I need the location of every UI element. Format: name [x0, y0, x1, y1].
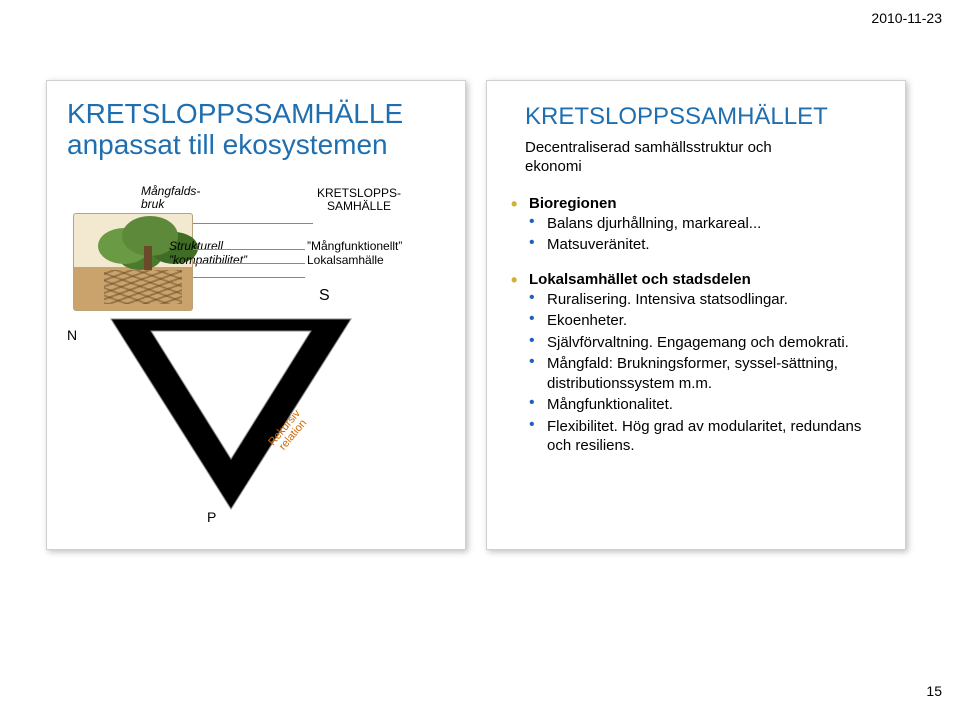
- page-number: 15: [926, 683, 942, 699]
- label-mangfunktionellt: ”Mångfunktionellt” Lokalsamhälle: [307, 239, 402, 268]
- subtitle-l2: ekonomi: [525, 158, 582, 175]
- label-mangfaldsbruk: Mångfalds- bruk: [141, 185, 200, 211]
- connector-line: [193, 223, 313, 224]
- kretslopps-l1: KRETSLOPPS-: [317, 186, 401, 200]
- left-slide-title: KRETSLOPPSSAMHÄLLE anpassat till ekosyst…: [67, 99, 445, 161]
- left-title-line2: anpassat till ekosystemen: [67, 129, 388, 160]
- strukturell-l1: Strukturell: [169, 239, 223, 253]
- tree-roots-shape: [104, 270, 182, 304]
- list-item: Matsuveränitet.: [529, 235, 885, 255]
- left-title-line1: KRETSLOPPSSAMHÄLLE: [67, 98, 403, 129]
- mangfalds-l1: Mångfalds-: [141, 184, 200, 198]
- mangfunk-l1: ”Mångfunktionellt”: [307, 239, 402, 253]
- right-subtitle: Decentraliserad samhällsstruktur och eko…: [525, 139, 885, 177]
- mangfalds-l2: bruk: [141, 197, 164, 211]
- connector-line: [193, 277, 305, 278]
- vertex-s: S: [319, 287, 330, 305]
- section-lokalsamhallet: Lokalsamhället och stadsdelenRuraliserin…: [511, 271, 885, 456]
- strukturell-l2: ”kompatibilitet”: [169, 253, 247, 267]
- section-bioregionen: BioregionenBalans djurhållning, markarea…: [511, 195, 885, 255]
- list-item: Självförvaltning. Engagemang och demokra…: [529, 333, 885, 353]
- list-item: Ruralisering. Intensiva statsodlingar.: [529, 290, 885, 310]
- list-item: Mångfunktionalitet.: [529, 395, 885, 415]
- slide-left: KRETSLOPPSSAMHÄLLE anpassat till ekosyst…: [46, 80, 466, 550]
- label-kretslopps-samhalle: KRETSLOPPS- SAMHÄLLE: [317, 187, 401, 215]
- kretslopps-l2: SAMHÄLLE: [327, 199, 391, 213]
- vertex-n: N: [67, 327, 77, 343]
- subtitle-l1: Decentraliserad samhällsstruktur och: [525, 139, 772, 156]
- connector-line: [193, 263, 305, 264]
- section-heading: Lokalsamhället och stadsdelenRuraliserin…: [511, 271, 885, 456]
- tree-trunk-shape: [144, 246, 152, 270]
- mangfunk-l2: Lokalsamhälle: [307, 253, 384, 267]
- triangle-diagram: Mångfalds- bruk KRETSLOPPS- SAMHÄLLE Str…: [67, 179, 447, 539]
- slide-right: KRETSLOPPSSAMHÄLLET Decentraliserad samh…: [486, 80, 906, 550]
- page-date: 2010-11-23: [871, 10, 942, 26]
- list-item: Flexibilitet. Hög grad av modularitet, r…: [529, 417, 885, 456]
- list-item: Ekoenheter.: [529, 311, 885, 331]
- triangle-shape: [91, 309, 371, 519]
- right-slide-title: KRETSLOPPSSAMHÄLLET: [525, 103, 885, 131]
- connector-line: [193, 249, 305, 250]
- list-item: Mångfald: Brukningsformer, syssel-sättni…: [529, 354, 885, 393]
- list-item: Balans djurhållning, markareal...: [529, 214, 885, 234]
- section-heading: BioregionenBalans djurhållning, markarea…: [511, 195, 885, 255]
